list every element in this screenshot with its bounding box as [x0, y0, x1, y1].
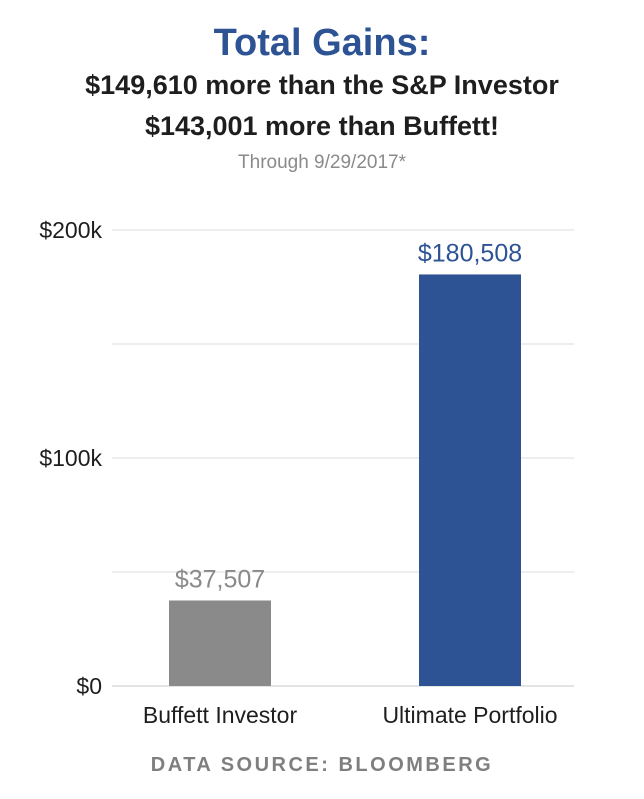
- bar: [419, 274, 521, 686]
- bar: [169, 600, 271, 686]
- date-note: Through 9/29/2017*: [238, 152, 406, 173]
- bars: [169, 274, 521, 686]
- data-source-footer: DATA SOURCE: BLOOMBERG: [150, 754, 494, 776]
- y-tick-label: $200k: [39, 217, 102, 243]
- category-labels: Buffett Investor Ultimate Portfolio: [143, 702, 558, 728]
- data-label: $180,508: [418, 239, 522, 267]
- data-labels: $37,507 $180,508: [175, 239, 522, 593]
- y-tick-label: $100k: [39, 445, 102, 471]
- category-label: Ultimate Portfolio: [382, 702, 557, 728]
- chart-title: Total Gains:: [213, 22, 431, 64]
- y-tick-label: $0: [76, 673, 102, 699]
- data-label: $37,507: [175, 565, 265, 593]
- category-label: Buffett Investor: [143, 702, 298, 728]
- y-axis-ticks: $0 $100k $200k: [39, 217, 102, 699]
- chart-subtitle-line-1: $149,610 more than the S&P Investor: [85, 70, 559, 100]
- chart-subtitle-line-2: $143,001 more than Buffett!: [144, 111, 500, 141]
